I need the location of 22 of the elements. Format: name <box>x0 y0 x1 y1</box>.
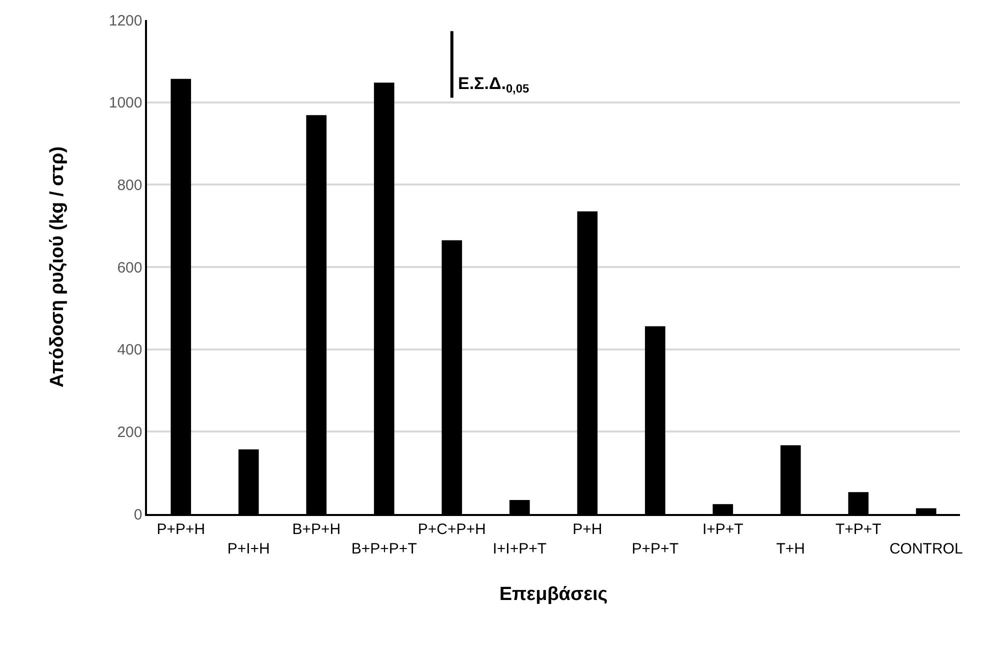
y-tick-label: 1200 <box>108 12 142 30</box>
x-axis-title: Επεμβάσεις <box>499 584 608 605</box>
y-tick-label: 400 <box>117 342 142 359</box>
x-tick-label: I+P+T <box>702 521 744 538</box>
x-tick-label: B+P+P+T <box>351 540 417 558</box>
x-tick-label: P+H <box>572 521 602 538</box>
y-axis-title: Απόδοση ρυζιού (kg / στρ) <box>47 146 68 388</box>
y-tick-label: 800 <box>117 176 142 194</box>
y-tick-label: 1000 <box>108 94 142 112</box>
x-tick-label: B+P+H <box>292 521 341 538</box>
x-tick-label: CONTROL <box>889 540 963 558</box>
x-tick-label: T+H <box>776 540 806 558</box>
x-tick-label: I+I+P+T <box>492 540 547 558</box>
x-tick-label: P+P+H <box>156 521 206 538</box>
y-tick-label: 200 <box>117 424 142 441</box>
x-tick-label: P+P+T <box>632 540 678 558</box>
x-tick-label: P+C+P+H <box>418 521 486 538</box>
x-tick-label: P+I+H <box>227 540 270 558</box>
x-tick-label: T+P+T <box>835 521 882 538</box>
y-tick-label: 0 <box>134 506 142 524</box>
annotation: Ε.Σ.Δ.$_{0,05}$ <box>458 74 530 96</box>
y-tick-label: 600 <box>117 259 142 276</box>
